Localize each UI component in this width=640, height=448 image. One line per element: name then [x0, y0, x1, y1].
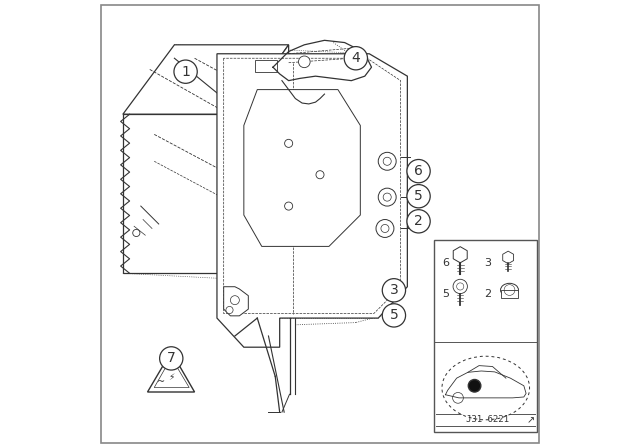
Polygon shape: [123, 45, 289, 114]
Text: 5: 5: [414, 189, 423, 203]
Circle shape: [407, 159, 430, 183]
Polygon shape: [224, 287, 248, 316]
Text: 5: 5: [390, 308, 398, 323]
Circle shape: [230, 296, 239, 305]
Circle shape: [378, 152, 396, 170]
Circle shape: [298, 56, 310, 68]
Circle shape: [381, 224, 389, 233]
Text: 1: 1: [181, 65, 190, 79]
Text: ⚡: ⚡: [168, 373, 175, 382]
Text: 3: 3: [484, 258, 492, 268]
Circle shape: [285, 139, 292, 147]
Text: 4: 4: [351, 51, 360, 65]
Text: 2: 2: [414, 214, 423, 228]
Circle shape: [468, 379, 481, 392]
Circle shape: [453, 279, 467, 293]
Circle shape: [383, 157, 391, 165]
Circle shape: [316, 171, 324, 179]
Polygon shape: [123, 114, 239, 273]
Polygon shape: [217, 54, 407, 347]
Circle shape: [457, 283, 464, 290]
Ellipse shape: [500, 283, 518, 297]
Circle shape: [383, 193, 391, 201]
Text: 3: 3: [390, 283, 398, 297]
Text: 7: 7: [167, 351, 175, 366]
Text: J31 6221: J31 6221: [466, 415, 509, 424]
Bar: [435, 240, 538, 432]
Polygon shape: [239, 45, 289, 273]
Circle shape: [226, 306, 233, 314]
Circle shape: [285, 202, 292, 210]
Bar: [500, 290, 518, 298]
Circle shape: [159, 347, 183, 370]
Text: 2: 2: [484, 289, 492, 299]
Ellipse shape: [442, 356, 529, 420]
Text: ~: ~: [157, 377, 165, 387]
Text: 5: 5: [442, 289, 449, 299]
Polygon shape: [244, 90, 360, 246]
Circle shape: [344, 47, 367, 70]
Circle shape: [376, 220, 394, 237]
Polygon shape: [148, 352, 195, 392]
Circle shape: [382, 304, 406, 327]
Polygon shape: [255, 60, 278, 72]
Circle shape: [132, 229, 140, 237]
Circle shape: [407, 210, 430, 233]
Circle shape: [378, 188, 396, 206]
Circle shape: [407, 185, 430, 208]
Text: 6: 6: [442, 258, 449, 268]
Text: 6: 6: [414, 164, 423, 178]
Text: ↗: ↗: [527, 415, 534, 425]
Circle shape: [382, 279, 406, 302]
Circle shape: [174, 60, 197, 83]
